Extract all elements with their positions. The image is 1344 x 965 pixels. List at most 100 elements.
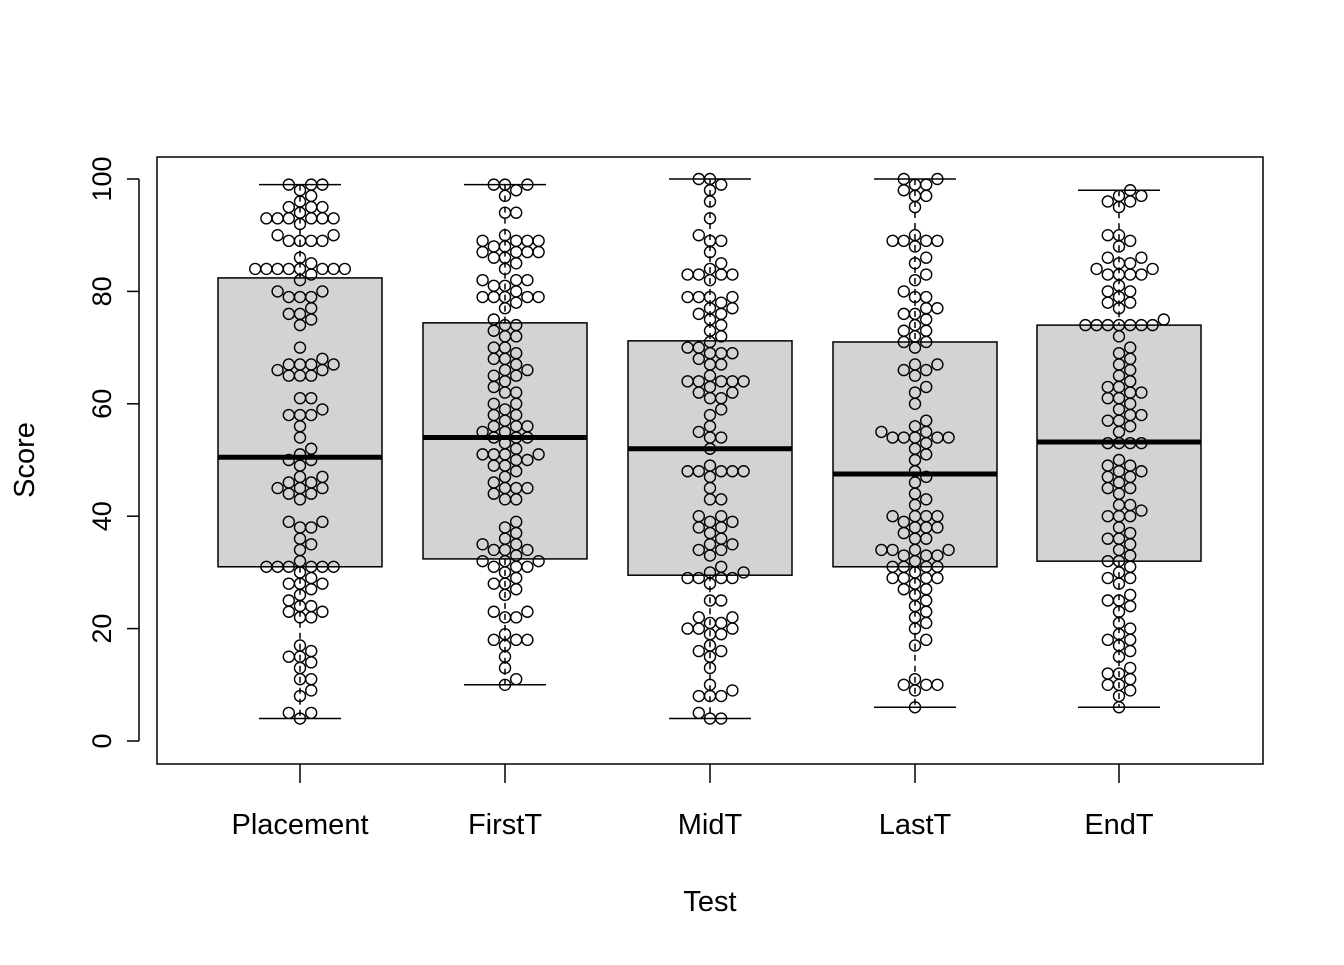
data-point xyxy=(487,279,500,292)
data-point xyxy=(487,633,500,647)
data-point xyxy=(1101,380,1115,394)
data-point xyxy=(1101,228,1115,242)
data-point xyxy=(305,358,318,371)
data-point xyxy=(726,611,739,624)
data-point xyxy=(726,302,739,315)
data-point xyxy=(726,515,739,529)
data-point xyxy=(305,200,318,214)
data-point xyxy=(521,560,534,573)
data-point xyxy=(1101,436,1115,450)
data-point xyxy=(1123,257,1137,270)
data-point xyxy=(715,616,728,630)
data-point xyxy=(1112,453,1126,467)
data-point xyxy=(282,307,295,321)
data-point xyxy=(1101,667,1115,680)
data-point xyxy=(1101,510,1115,523)
data-point xyxy=(908,228,922,242)
data-point xyxy=(487,605,500,618)
data-point xyxy=(1123,560,1137,573)
data-point xyxy=(1146,262,1159,276)
data-point xyxy=(1123,622,1137,635)
data-point xyxy=(692,611,705,624)
data-point xyxy=(305,656,318,669)
data-point xyxy=(715,510,728,523)
data-point xyxy=(715,493,728,506)
data-point xyxy=(897,234,910,248)
data-point xyxy=(897,184,910,197)
data-point xyxy=(886,431,899,444)
data-point xyxy=(487,341,500,354)
data-point xyxy=(897,678,910,691)
data-point xyxy=(920,234,933,248)
data-point xyxy=(920,493,933,506)
data-point xyxy=(521,481,534,495)
box-iqr xyxy=(627,340,793,576)
data-point xyxy=(282,262,295,276)
data-point xyxy=(282,594,295,607)
data-point xyxy=(1101,251,1115,264)
data-point xyxy=(521,633,534,647)
data-point xyxy=(487,313,500,326)
data-point xyxy=(692,689,705,703)
data-point xyxy=(703,408,717,422)
data-point xyxy=(715,560,728,573)
data-point xyxy=(1101,285,1115,298)
data-point xyxy=(305,521,318,534)
data-point xyxy=(931,234,944,248)
data-point xyxy=(703,262,717,276)
data-point xyxy=(703,459,717,472)
data-point xyxy=(1101,414,1115,427)
data-point xyxy=(510,633,523,647)
data-point xyxy=(476,554,489,568)
data-point xyxy=(305,290,318,304)
data-point xyxy=(510,560,523,573)
data-point xyxy=(908,257,922,270)
data-point xyxy=(476,234,489,248)
data-point xyxy=(1123,672,1137,686)
data-point xyxy=(510,583,523,596)
data-point xyxy=(282,290,295,304)
data-point xyxy=(931,549,944,562)
data-point xyxy=(282,234,295,248)
data-point xyxy=(1101,296,1115,309)
data-point xyxy=(942,431,955,444)
data-point xyxy=(498,521,512,534)
box-Placement xyxy=(217,183,383,720)
data-point xyxy=(293,448,307,461)
data-point xyxy=(487,476,500,489)
data-point xyxy=(1135,268,1148,281)
data-point xyxy=(487,290,500,304)
data-point xyxy=(510,257,523,270)
data-point xyxy=(931,358,944,371)
data-point xyxy=(305,212,318,225)
data-point xyxy=(1123,195,1137,208)
x-tick-label: LastT xyxy=(879,809,952,841)
data-point xyxy=(487,543,500,557)
data-point xyxy=(715,257,728,270)
data-point xyxy=(260,560,273,573)
data-point xyxy=(532,554,545,568)
data-point xyxy=(1135,408,1148,422)
data-point xyxy=(487,369,500,382)
data-point xyxy=(1135,251,1148,264)
data-point xyxy=(510,296,523,309)
data-point xyxy=(1123,341,1137,354)
data-point xyxy=(886,560,899,573)
data-point xyxy=(681,622,694,635)
y-tick-label: 60 xyxy=(87,389,117,419)
data-point xyxy=(248,262,262,276)
data-point xyxy=(521,363,534,377)
data-point xyxy=(920,380,933,394)
boxes-layer xyxy=(217,178,1202,720)
data-point xyxy=(510,515,523,529)
data-point xyxy=(1123,234,1137,248)
x-tick-label: EndT xyxy=(1084,809,1154,841)
box-FirstT xyxy=(422,183,588,686)
data-point xyxy=(1123,296,1137,309)
data-point xyxy=(1135,465,1148,478)
data-point xyxy=(692,706,705,720)
x-tick-label: MidT xyxy=(678,809,743,841)
data-point xyxy=(521,178,534,191)
data-point xyxy=(316,212,329,225)
data-point xyxy=(681,571,694,585)
